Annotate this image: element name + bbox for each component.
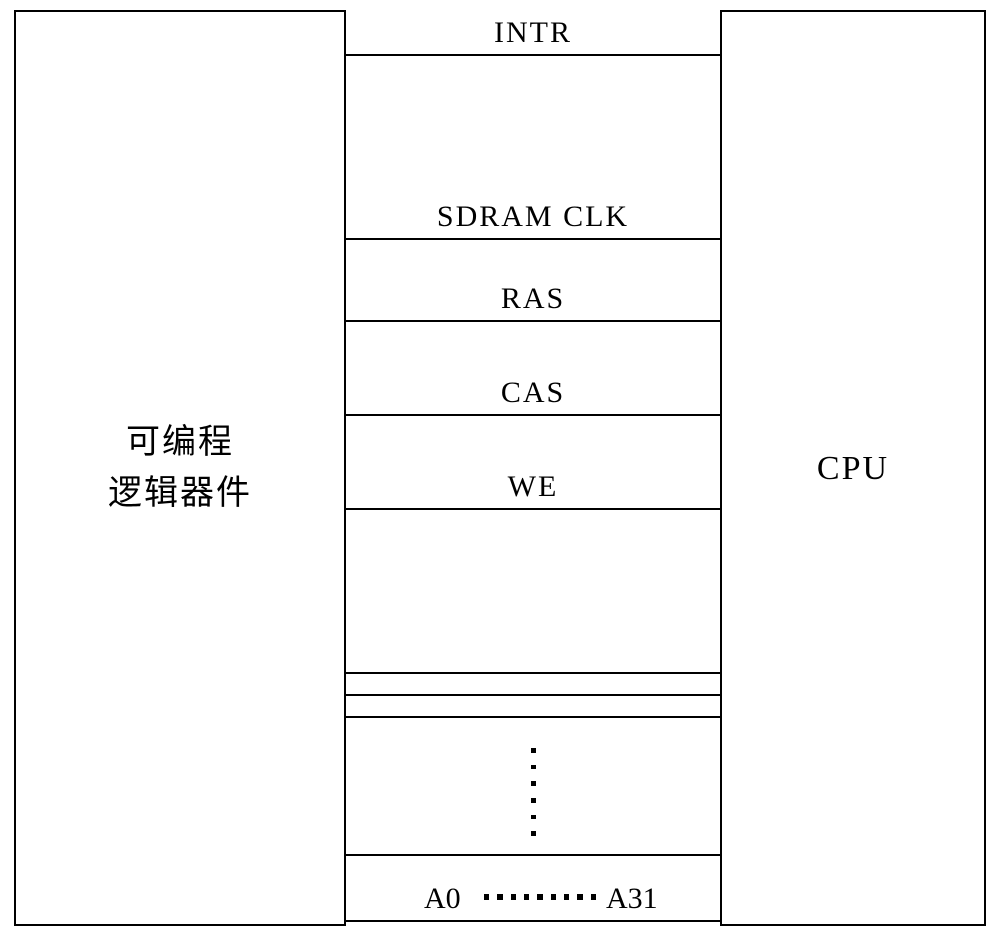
cpu-block: CPU <box>720 10 986 926</box>
signal-group-4 <box>346 854 720 856</box>
dot <box>537 894 542 900</box>
signal-intr-label: INTR <box>494 16 572 50</box>
signal-we <box>346 508 720 510</box>
dot <box>551 894 556 900</box>
dot <box>531 831 536 836</box>
signal-we-label: WE <box>508 470 559 504</box>
cpu-label: CPU <box>817 443 889 494</box>
address-a0-label: A0 <box>424 882 461 916</box>
address-a31-label: A31 <box>606 882 658 916</box>
dot <box>577 894 582 900</box>
vertical-ellipsis-icon <box>531 742 535 842</box>
signal-sdram-clk <box>346 238 720 240</box>
signal-intr <box>346 54 720 56</box>
signal-cas-label: CAS <box>501 376 565 410</box>
pld-label-line1: 可编程 <box>126 424 234 461</box>
signal-ras-label: RAS <box>501 282 565 316</box>
dot <box>531 798 536 803</box>
dot <box>497 894 502 900</box>
dot <box>531 781 536 786</box>
signal-addr <box>346 920 720 922</box>
dot <box>531 815 536 820</box>
pld-block: 可编程 逻辑器件 <box>14 10 346 926</box>
signal-group-2 <box>346 694 720 696</box>
dot <box>531 748 536 753</box>
dot <box>531 765 536 770</box>
signal-ras <box>346 320 720 322</box>
dot <box>591 894 596 900</box>
pld-label-line2: 逻辑器件 <box>108 475 252 512</box>
dot <box>511 894 516 900</box>
signal-group-3 <box>346 716 720 718</box>
dot <box>564 894 569 900</box>
signal-group-1 <box>346 672 720 674</box>
horizontal-ellipsis-icon <box>480 895 600 899</box>
signal-sdram-clk-label: SDRAM CLK <box>437 200 629 234</box>
pld-label: 可编程 逻辑器件 <box>108 417 252 519</box>
signal-cas <box>346 414 720 416</box>
dot <box>484 894 489 900</box>
block-diagram: 可编程 逻辑器件 CPU INTR SDRAM CLK RAS CAS WE A… <box>0 0 1000 936</box>
dot <box>524 894 529 900</box>
